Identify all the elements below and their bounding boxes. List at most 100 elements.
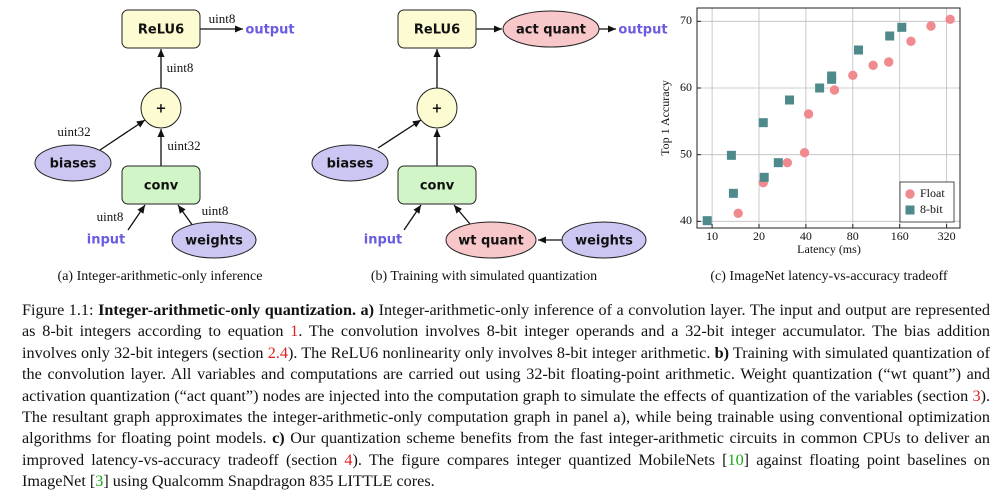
input-label: input [87,233,126,248]
plot-frame [696,7,961,229]
edge [127,204,146,231]
y-tick-label: 40 [680,213,692,227]
figure: ReLU6 + conv biases weights input output… [34,7,961,284]
caption-text: Integer-arithmetic-only inference of a c… [22,301,991,341]
point [829,85,840,95]
conv-node [397,165,477,205]
wt-quant-node [445,221,537,259]
edge-label: uint32 [57,124,90,139]
legend-label: 8-bit [920,202,943,216]
citation-link[interactable]: 10 [727,450,744,469]
point [868,60,878,71]
node-label: ReLU6 [138,23,184,38]
legend-swatch [905,189,915,199]
point [785,95,795,105]
point [733,208,743,219]
node-label: biases [50,157,97,172]
node-label: weights [185,234,243,249]
caption-text: Our quantization scheme benefits from th… [22,429,991,469]
diagram-b: ReLU6 act quant + conv biases wt quant w… [311,9,668,284]
subcaption: (c) ImageNet latency-vs-accuracy tradeof… [710,269,948,284]
caption-text: Figure 1.1: [22,301,94,319]
reference-link[interactable]: 4 [344,450,353,469]
point [906,36,916,47]
caption-text: b) [714,343,729,362]
reference-link[interactable]: 1 [290,322,299,341]
point [945,14,955,25]
point [884,57,894,67]
chart: (c) ImageNet latency-vs-accuracy tradeof… [658,7,961,284]
weights-node [561,221,647,259]
edge-label: uint8 [167,60,194,75]
reference-link[interactable]: 2.4 [267,343,288,362]
x-tick-label: 40 [800,229,812,243]
point [885,31,895,41]
point [926,21,936,31]
point [726,150,736,160]
subcaption: (a) Integer-arithmetic-only inference [58,269,263,284]
edge [403,204,422,231]
relu-node [121,9,201,49]
caption-text: ] using Qualcomm Snapdragon 835 LITTLE c… [103,472,435,491]
point [799,147,810,158]
legend-label: Float [920,186,945,200]
x-tick-label: 20 [753,229,765,243]
output-label: output [618,23,667,38]
edge [177,204,194,227]
act-quant-node [502,10,600,48]
caption-text: a) [360,301,375,319]
caption: Figure 1.1: Integer-arithmetic-only quan… [22,300,990,493]
caption-text: ] against floating point baselines on Im… [22,450,990,491]
legend-swatch [905,205,915,215]
reference-link[interactable]: 3 [972,386,981,405]
node-label: biases [327,157,374,172]
legend-box [899,181,955,223]
point [848,70,858,81]
y-tick-label: 70 [680,13,692,27]
edge-label: uint8 [209,11,236,26]
edge-label: uint8 [202,203,229,218]
caption-text: Training with simulated quantization of … [22,343,990,405]
edge [377,119,422,149]
citation-link[interactable]: 3 [95,472,104,491]
caption-text: ). The figure compares integer quantized… [352,450,728,469]
y-axis-title: Top 1 Accuracy [658,80,672,156]
caption-text: ). The ReLU6 nonlinearity only involves … [287,343,711,362]
point [827,71,837,81]
caption-text: . The convolution involves 8-bit integer… [22,322,990,362]
caption-text: c) [272,429,285,448]
add-node [140,87,182,129]
x-axis-title: Latency (ms) [797,242,861,256]
biases-node [311,144,389,182]
subcaption: (b) Training with simulated quantization [371,269,597,284]
x-tick-label: 160 [891,229,909,243]
point [728,188,738,198]
input-label: input [364,233,403,248]
point [759,172,769,182]
add-node [416,87,458,129]
caption-heading: Integer-arithmetic-only quantization. [98,301,357,319]
point [773,158,783,168]
node-label: conv [144,179,179,194]
biases-node [34,144,112,182]
node-label: conv [420,179,455,194]
y-tick-label: 50 [680,146,692,160]
conv-node [121,165,201,205]
x-tick-label: 10 [706,229,718,243]
edge-label: uint8 [97,209,124,224]
y-tick-label: 60 [680,80,692,94]
node-label: act quant [516,23,586,38]
diagram-a: ReLU6 + conv biases weights input output… [34,9,295,284]
edge [99,119,146,151]
node-label: wt quant [458,234,524,249]
output-label: output [245,23,294,38]
weights-node [171,221,257,259]
edge [453,204,471,225]
point [702,216,712,226]
edge-label: uint32 [167,138,200,153]
node-label: + [156,102,167,117]
point [782,157,793,168]
x-tick-label: 80 [847,229,859,243]
node-label: weights [575,234,633,249]
point [897,22,907,32]
